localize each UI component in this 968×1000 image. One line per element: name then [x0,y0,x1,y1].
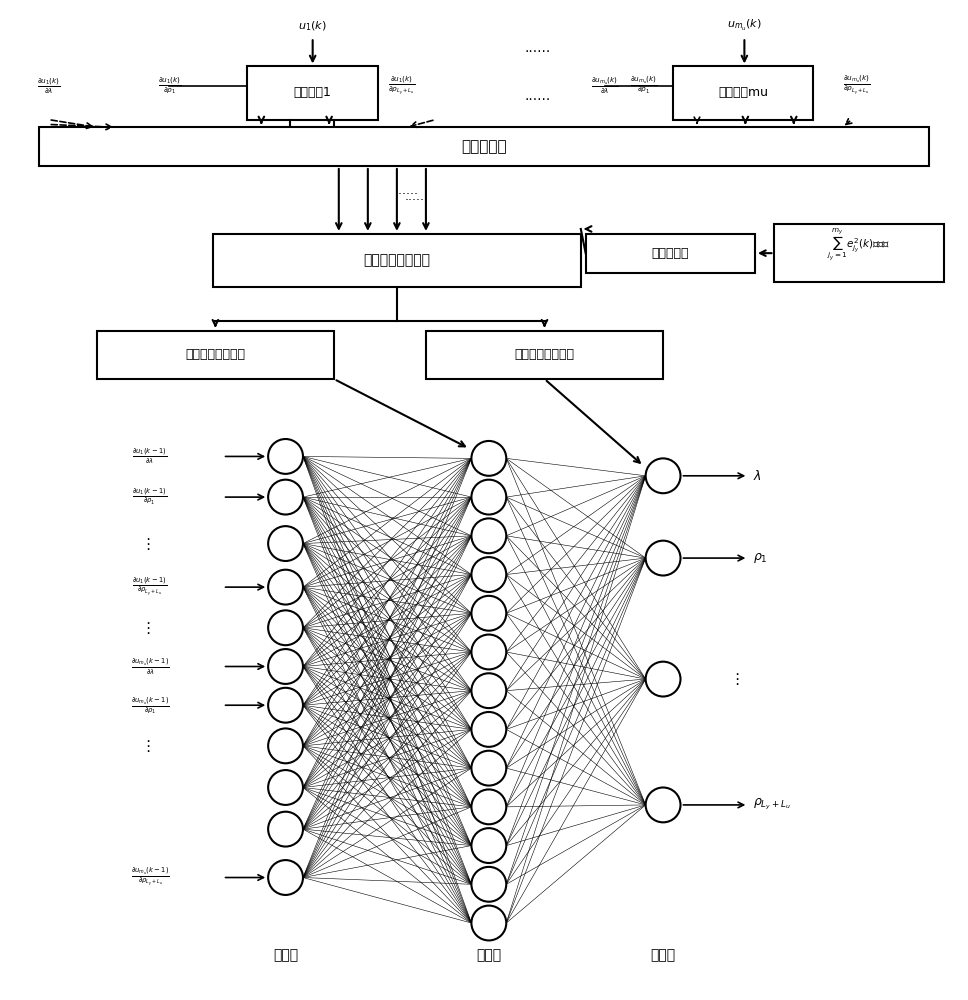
Circle shape [646,458,681,493]
Circle shape [646,541,681,576]
Circle shape [471,712,506,747]
Text: $\frac{\partial u_{m_u}(k-1)}{\partial \rho_{L_y+L_u}}$: $\frac{\partial u_{m_u}(k-1)}{\partial \… [131,866,169,889]
Circle shape [471,518,506,553]
Text: 隐含层: 隐含层 [476,948,501,962]
Text: ......: ...... [395,184,418,197]
Text: $\frac{\partial u_{m_u}(k-1)}{\partial \lambda}$: $\frac{\partial u_{m_u}(k-1)}{\partial \… [131,656,169,677]
Circle shape [471,751,506,786]
Circle shape [268,480,303,515]
Text: $\frac{\partial u_{m_u}(k)}{\partial \rho_{L_y+L_u}}$: $\frac{\partial u_{m_u}(k)}{\partial \rh… [843,74,870,97]
FancyBboxPatch shape [97,331,334,379]
Text: 更新输出层权系数: 更新输出层权系数 [515,348,574,361]
Circle shape [471,480,506,515]
FancyBboxPatch shape [39,127,929,166]
Text: 输入层: 输入层 [273,948,298,962]
Circle shape [471,828,506,863]
Text: $\frac{\partial u_{m_u}(k-1)}{\partial \rho_1}$: $\frac{\partial u_{m_u}(k-1)}{\partial \… [131,695,169,716]
Circle shape [268,860,303,895]
Text: 系统误差反向传播: 系统误差反向传播 [363,253,431,267]
Text: $\lambda$: $\lambda$ [753,469,762,483]
Text: 更新隐含层权系数: 更新隐含层权系数 [186,348,245,361]
Circle shape [268,728,303,763]
Circle shape [646,787,681,822]
Text: 梯度信息集: 梯度信息集 [461,139,507,154]
Text: 梯度信息mu: 梯度信息mu [718,86,768,99]
Text: $\frac{\partial u_1(k)}{\partial \rho_1}$: $\frac{\partial u_1(k)}{\partial \rho_1}… [158,76,181,96]
Text: $u_{m_u}(k)$: $u_{m_u}(k)$ [727,18,762,33]
Text: $\sum_{j_y=1}^{m_y} e_{j_y}^2(k)$最小化: $\sum_{j_y=1}^{m_y} e_{j_y}^2(k)$最小化 [828,226,891,263]
Text: $\frac{\partial u_1(k-1)}{\partial \rho_1}$: $\frac{\partial u_1(k-1)}{\partial \rho_… [133,487,167,507]
Circle shape [471,867,506,902]
FancyBboxPatch shape [426,331,663,379]
Text: $u_1(k)$: $u_1(k)$ [298,20,327,33]
Circle shape [268,610,303,645]
Text: $\rho_1$: $\rho_1$ [753,551,768,565]
Circle shape [268,649,303,684]
Circle shape [471,557,506,592]
Circle shape [268,688,303,723]
Circle shape [471,673,506,708]
FancyBboxPatch shape [213,234,581,287]
Text: $\frac{\partial u_1(k)}{\partial \lambda}$: $\frac{\partial u_1(k)}{\partial \lambda… [37,76,60,96]
Circle shape [471,441,506,476]
Text: $\frac{\partial u_1(k-1)}{\partial \rho_{L_y+L_u}}$: $\frac{\partial u_1(k-1)}{\partial \rho_… [133,576,167,598]
Circle shape [471,635,506,669]
Circle shape [268,526,303,561]
Text: $\frac{\partial u_{m_u}(k)}{\partial \rho_1}$: $\frac{\partial u_{m_u}(k)}{\partial \rh… [630,75,657,96]
Text: $\rho_{L_y+L_u}$: $\rho_{L_y+L_u}$ [753,797,791,812]
Text: $\frac{\partial u_1(k)}{\partial \rho_{L_y+L_u}}$: $\frac{\partial u_1(k)}{\partial \rho_{L… [388,74,415,97]
Text: $\vdots$: $\vdots$ [140,536,150,552]
Text: ......: ...... [524,89,551,103]
Circle shape [268,770,303,805]
Circle shape [268,812,303,847]
Circle shape [471,906,506,940]
Text: 梯度下降法: 梯度下降法 [651,247,689,260]
Circle shape [268,439,303,474]
FancyBboxPatch shape [586,234,755,273]
Text: ......: ...... [280,129,301,139]
FancyBboxPatch shape [673,66,813,120]
Circle shape [471,789,506,824]
Text: $\vdots$: $\vdots$ [729,671,740,687]
FancyBboxPatch shape [247,66,378,120]
Circle shape [471,596,506,631]
Text: $\vdots$: $\vdots$ [140,738,150,754]
Text: ......: ...... [720,129,741,139]
Circle shape [646,662,681,697]
Text: ......: ...... [524,41,551,55]
FancyBboxPatch shape [774,224,944,282]
Circle shape [268,570,303,605]
Text: ......: ...... [405,190,428,203]
Text: $\frac{\partial u_1(k-1)}{\partial \lambda}$: $\frac{\partial u_1(k-1)}{\partial \lamb… [133,447,167,466]
Text: 梯度信息1: 梯度信息1 [293,86,331,99]
Text: $\frac{\partial u_{m_u}(k)}{\partial \lambda}$: $\frac{\partial u_{m_u}(k)}{\partial \la… [591,75,619,96]
Text: 输出层: 输出层 [650,948,676,962]
Text: $\vdots$: $\vdots$ [140,620,150,636]
